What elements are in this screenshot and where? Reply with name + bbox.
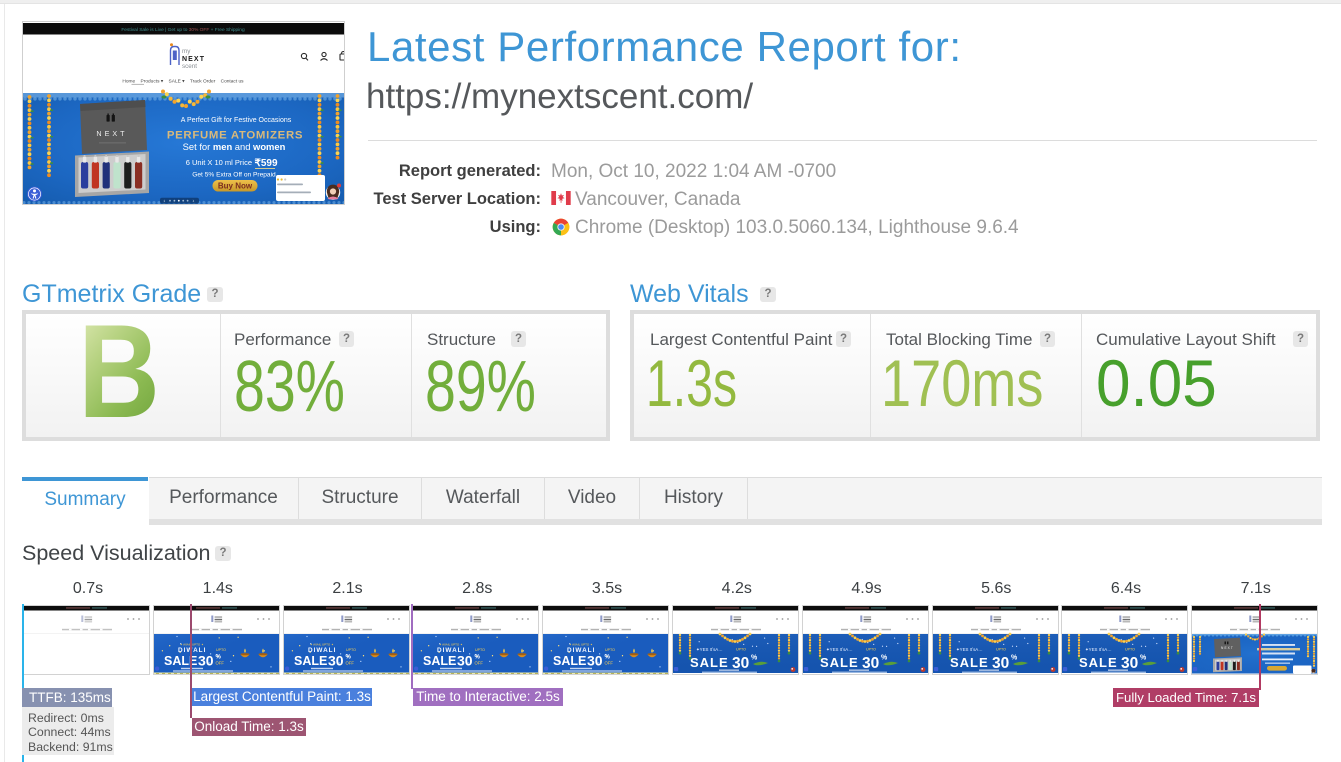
svg-text:SALE: SALE [553,654,586,668]
svg-text:✦YES ItʼsA…: ✦YES ItʼsA… [826,647,853,652]
svg-text:OFF: OFF [215,661,224,666]
svg-text:PERFUME ATOMIZERS: PERFUME ATOMIZERS [167,130,303,142]
svg-text:₹599: ₹599 [255,158,278,169]
svg-text:30: 30 [732,655,749,672]
svg-text:✦YES ItʼsA…: ✦YES ItʼsA… [696,647,723,652]
svg-text:UPTO: UPTO [216,648,226,652]
svg-text:OFF: OFF [605,661,614,666]
svg-text:%: % [1011,655,1018,662]
svg-text:Set for men and women: Set for men and women [183,141,286,152]
svg-text:Get 5% Extra Off on Prepaid: Get 5% Extra Off on Prepaid [192,172,276,179]
svg-text:30: 30 [1121,655,1138,672]
svg-text:SALE: SALE [423,654,456,668]
svg-text:OFF: OFF [475,661,484,666]
svg-text:Home Products ▾ SALE ▾: Home Products ▾ SALE ▾ Track Order Conta… [122,79,244,85]
svg-text:UPTO: UPTO [605,648,615,652]
svg-text:SALE: SALE [950,655,989,670]
svg-text:30: 30 [328,653,344,669]
svg-text:UPTO: UPTO [866,648,876,652]
svg-text:UPTO: UPTO [475,648,485,652]
svg-text:‹: ‹ [164,199,166,204]
svg-text:DIWALI: DIWALI [437,647,465,654]
svg-text:%: % [881,655,888,662]
svg-text:my: my [182,48,191,55]
svg-text:scent: scent [182,63,197,70]
svg-text:✦YES ItʼsA…: ✦YES ItʼsA… [956,647,983,652]
svg-text:✦YES ItʼsA…: ✦YES ItʼsA… [1085,647,1112,652]
svg-text:SALE: SALE [690,655,729,670]
svg-text:30: 30 [457,653,473,669]
svg-text:OFF: OFF [345,661,354,666]
svg-text:SALE: SALE [1079,655,1118,670]
svg-text:SALE: SALE [294,654,327,668]
svg-text:UPTO: UPTO [996,648,1006,652]
svg-text:%: % [215,655,221,661]
svg-text:UPTO: UPTO [346,648,356,652]
svg-text:SALE: SALE [820,655,859,670]
svg-text:30: 30 [587,653,603,669]
svg-text:%: % [751,655,758,662]
svg-text:A Perfect Gift for Festive Occ: A Perfect Gift for Festive Occasions [181,117,292,124]
svg-text:✦ AVAIL UPTO ✦: ✦ AVAIL UPTO ✦ [569,643,593,647]
svg-text:›: › [193,199,195,204]
svg-text:NEXT: NEXT [182,56,205,63]
svg-text:%: % [345,655,351,661]
svg-text:DIWALI: DIWALI [308,647,336,654]
svg-text:Buy Now: Buy Now [218,182,253,191]
svg-text:%: % [605,655,611,661]
svg-text:30: 30 [992,655,1009,672]
svg-text:30: 30 [198,653,214,669]
svg-text:UPTO: UPTO [736,648,746,652]
svg-text:SALE: SALE [164,654,197,668]
svg-text:DIWALI: DIWALI [567,647,595,654]
svg-text:NEXT: NEXT [1221,646,1234,650]
svg-text:✦ AVAIL UPTO ✦: ✦ AVAIL UPTO ✦ [310,643,334,647]
svg-text:Festival Sale is Live | Get up: Festival Sale is Live | Get up to 30% OF… [121,27,245,33]
svg-text:%: % [1140,655,1147,662]
svg-text:UPTO: UPTO [1125,648,1135,652]
svg-text:✦ AVAIL UPTO ✦: ✦ AVAIL UPTO ✦ [439,643,463,647]
svg-text:30: 30 [862,655,879,672]
svg-text:NEXT: NEXT [96,129,127,138]
svg-text:%: % [475,655,481,661]
svg-text:6 Unit X 10 ml Price: 6 Unit X 10 ml Price [186,158,252,167]
